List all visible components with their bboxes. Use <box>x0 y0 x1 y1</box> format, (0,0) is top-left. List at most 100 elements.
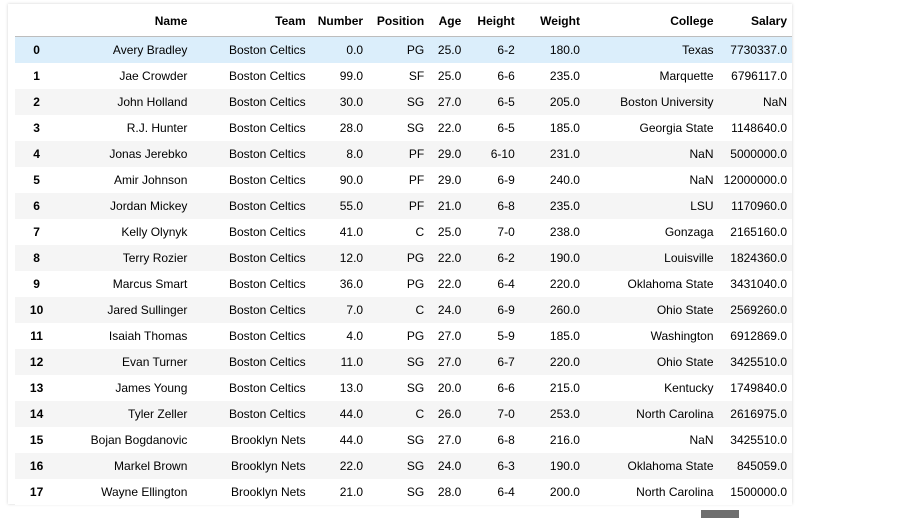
column-header-age: Age <box>429 7 467 37</box>
cell-weight: 180.0 <box>549 43 580 57</box>
table-row: 1 Jae Crowder Boston Celtics 99.0 SF 25.0 6-6 2… <box>15 63 792 89</box>
cell-height: 6-2 <box>497 251 515 265</box>
cell-number: 44.0 <box>339 433 364 447</box>
cell-age: 28.0 <box>437 485 462 499</box>
cell-weight: 240.0 <box>549 173 580 187</box>
table-row: 10 Jared Sullinger Boston Celtics 7.0 C 24.0 6… <box>15 297 792 323</box>
table-header-row: Name Team Number Position Age Height Wei… <box>15 7 792 37</box>
cell-team: Brooklyn Nets <box>230 485 306 499</box>
cell-salary: 3425510.0 <box>730 433 787 447</box>
table-row: 7 Kelly Olynyk Boston Celtics 41.0 C 25.0 7-0 2… <box>15 219 792 245</box>
column-header-team: Team <box>192 7 311 37</box>
cell-age: 29.0 <box>437 147 462 161</box>
cell-position: SG <box>406 355 425 369</box>
cell-team: Boston Celtics <box>228 173 306 187</box>
cell-height: 6-8 <box>497 199 515 213</box>
cell-team: Boston Celtics <box>228 355 306 369</box>
column-header-index <box>15 7 59 37</box>
cell-position: SG <box>406 95 425 109</box>
cell-number: 55.0 <box>339 199 364 213</box>
table-row: 0 Avery Bradley Boston Celtics 0.0 PG 25.0 6-2… <box>15 36 792 63</box>
cell-name: James Young <box>115 381 188 395</box>
cell-age: 27.0 <box>437 95 462 109</box>
cell-age: 25.0 <box>437 69 462 83</box>
cell-age: 25.0 <box>437 43 462 57</box>
cell-team: Brooklyn Nets <box>230 459 306 473</box>
cell-index: 0 <box>33 43 40 57</box>
cell-team: Boston Celtics <box>228 225 306 239</box>
cell-index: 13 <box>29 381 44 395</box>
cell-name: Wayne Ellington <box>101 485 188 499</box>
cell-team: Boston Celtics <box>228 147 306 161</box>
cell-college: Georgia State <box>639 121 714 135</box>
cell-age: 29.0 <box>437 173 462 187</box>
cell-age: 22.0 <box>437 251 462 265</box>
table-row: 16 Markel Brown Brooklyn Nets 22.0 SG 24.0 6-3… <box>15 453 792 479</box>
table-row: 3 R.J. Hunter Boston Celtics 28.0 SG 22.0 6-5 1… <box>15 115 792 141</box>
cell-salary: 12000000.0 <box>723 173 787 187</box>
cell-salary: 2616975.0 <box>730 407 787 421</box>
cell-index: 17 <box>29 485 44 499</box>
cell-name: Markel Brown <box>114 459 188 473</box>
cell-position: SG <box>406 459 425 473</box>
cell-weight: 235.0 <box>549 199 580 213</box>
cell-weight: 220.0 <box>549 355 580 369</box>
cell-position: SF <box>408 69 425 83</box>
table-row: 14 Tyler Zeller Boston Celtics 44.0 C 26.0 7-0… <box>15 401 792 427</box>
table-row: 6 Jordan Mickey Boston Celtics 55.0 PF 21.0 6-… <box>15 193 792 219</box>
table-row: 12 Evan Turner Boston Celtics 11.0 SG 27.0 6-7… <box>15 349 792 375</box>
cell-name: Bojan Bogdanovic <box>90 433 188 447</box>
table-body: 0 Avery Bradley Boston Celtics 0.0 PG 25.0 6-2… <box>15 36 792 505</box>
cell-index: 14 <box>29 407 44 421</box>
cell-index: 16 <box>29 459 44 473</box>
cell-team: Boston Celtics <box>228 95 306 109</box>
cell-height: 6-5 <box>497 121 515 135</box>
cell-weight: 231.0 <box>549 147 580 161</box>
cell-weight: 215.0 <box>549 381 580 395</box>
cell-college: North Carolina <box>636 407 714 421</box>
cell-college: NaN <box>689 433 714 447</box>
cell-age: 24.0 <box>437 303 462 317</box>
cell-name: Isaiah Thomas <box>108 329 188 343</box>
cell-college: Oklahoma State <box>627 459 714 473</box>
cell-number: 28.0 <box>339 121 364 135</box>
cell-name: Amir Johnson <box>114 173 188 187</box>
cell-weight: 200.0 <box>549 485 580 499</box>
cell-position: PF <box>408 147 425 161</box>
cell-height: 6-4 <box>497 485 515 499</box>
cell-college: Marquette <box>659 69 714 83</box>
cell-college: North Carolina <box>636 485 714 499</box>
cell-salary: 2569260.0 <box>730 303 787 317</box>
cell-position: PF <box>408 173 425 187</box>
cell-name: Jae Crowder <box>119 69 188 83</box>
cell-college: Kentucky <box>664 381 714 395</box>
cell-position: SG <box>406 381 425 395</box>
cell-weight: 185.0 <box>549 329 580 343</box>
cell-name: Jonas Jerebko <box>109 147 188 161</box>
cell-age: 22.0 <box>437 121 462 135</box>
cell-weight: 185.0 <box>549 121 580 135</box>
cell-position: SG <box>406 121 425 135</box>
cell-team: Boston Celtics <box>228 407 306 421</box>
horizontal-scrollbar-thumb[interactable] <box>701 510 739 518</box>
cell-name: Tyler Zeller <box>128 407 188 421</box>
column-header-name: Name <box>58 7 193 37</box>
cell-name: Kelly Olynyk <box>121 225 188 239</box>
cell-weight: 235.0 <box>549 69 580 83</box>
cell-height: 5-9 <box>497 329 515 343</box>
table-row: 15 Bojan Bogdanovic Brooklyn Nets 44.0 SG 27.… <box>15 427 792 453</box>
cell-salary: 1500000.0 <box>730 485 787 499</box>
cell-salary: 3431040.0 <box>730 277 787 291</box>
cell-index: 3 <box>33 121 40 135</box>
cell-height: 6-9 <box>497 173 515 187</box>
cell-age: 20.0 <box>437 381 462 395</box>
cell-weight: 190.0 <box>549 251 580 265</box>
cell-age: 21.0 <box>437 199 462 213</box>
column-header-weight: Weight <box>519 7 585 37</box>
cell-team: Boston Celtics <box>228 381 306 395</box>
cell-team: Boston Celtics <box>228 69 306 83</box>
cell-number: 13.0 <box>339 381 364 395</box>
cell-name: R.J. Hunter <box>126 121 188 135</box>
cell-index: 7 <box>33 225 40 239</box>
